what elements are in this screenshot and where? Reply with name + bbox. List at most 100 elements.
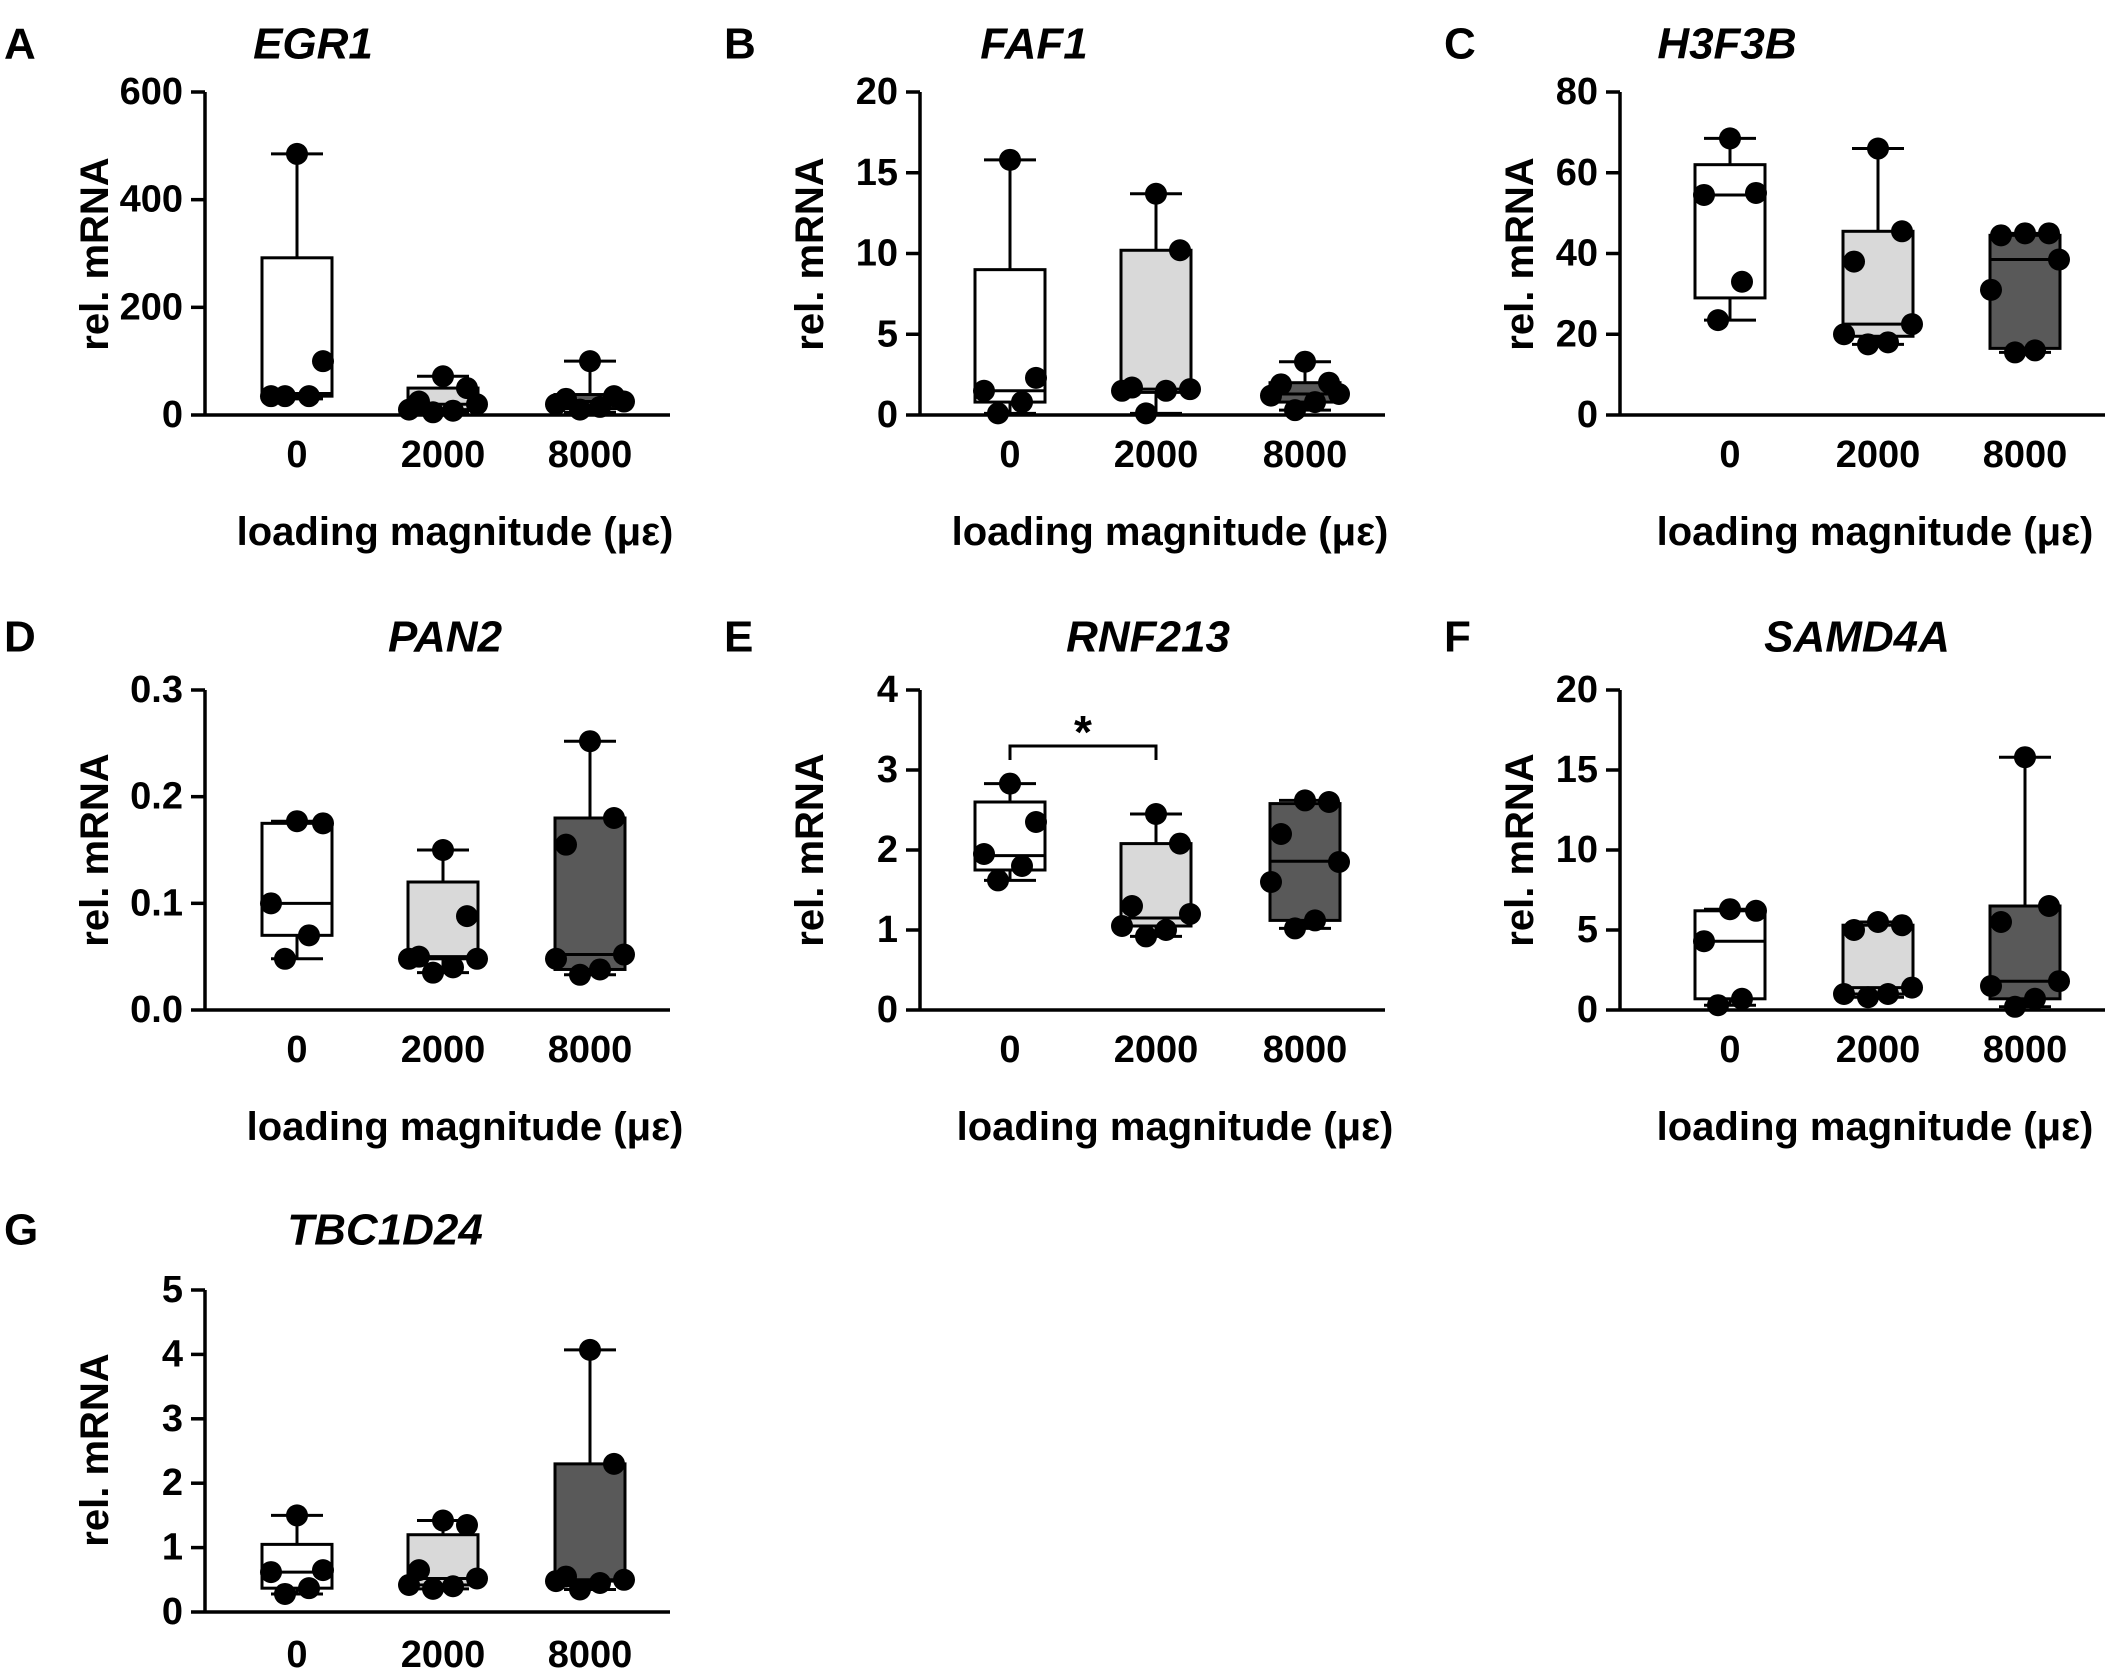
data-point xyxy=(1731,987,1753,1010)
data-point xyxy=(274,947,296,970)
data-point xyxy=(1284,399,1306,422)
box-2000 xyxy=(1111,803,1201,948)
y-tick-label: 20 xyxy=(1556,669,1598,711)
data-point xyxy=(1294,350,1316,373)
data-point xyxy=(1284,917,1306,940)
box-2000 xyxy=(1833,911,1923,1009)
data-point xyxy=(2004,341,2026,364)
y-tick-label: 3 xyxy=(877,749,898,791)
y-tick-label: 0.3 xyxy=(130,669,183,711)
data-point xyxy=(1719,127,1741,150)
data-point xyxy=(613,390,635,413)
data-point xyxy=(442,1575,464,1598)
data-point xyxy=(1121,895,1143,917)
data-point xyxy=(298,1577,320,1600)
x-tick-label: 8000 xyxy=(1983,434,2068,476)
panel-letter: E xyxy=(724,613,753,662)
x-tick-label: 0 xyxy=(286,1634,307,1668)
data-point xyxy=(1145,182,1167,205)
y-tick-label: 0 xyxy=(877,394,898,436)
x-axis-label: loading magnitude (με) xyxy=(1657,1105,2094,1149)
chart-title: PAN2 xyxy=(388,613,503,662)
data-point xyxy=(579,350,601,373)
y-tick-label: 10 xyxy=(1556,829,1598,871)
box-2000 xyxy=(398,839,488,984)
data-point xyxy=(398,398,420,421)
data-point xyxy=(274,385,296,408)
data-point xyxy=(1707,994,1729,1017)
chart-title: EGR1 xyxy=(253,20,373,69)
data-point xyxy=(432,365,454,388)
data-point xyxy=(973,843,995,865)
y-tick-label: 20 xyxy=(856,71,898,113)
box-0 xyxy=(260,142,334,408)
data-point xyxy=(1260,871,1282,893)
chart-title: SAMD4A xyxy=(1764,613,1950,662)
x-tick-label: 0 xyxy=(286,434,307,476)
data-point xyxy=(1294,789,1316,812)
data-point xyxy=(1891,914,1913,937)
y-tick-label: 0 xyxy=(162,1591,183,1633)
data-point xyxy=(466,947,488,970)
box-0 xyxy=(973,148,1047,425)
y-axis-label: rel. mRNA xyxy=(1498,753,1542,946)
chart-title: RNF213 xyxy=(1066,613,1230,662)
significance-bracket xyxy=(1008,744,1158,760)
data-point xyxy=(1867,911,1889,933)
data-point xyxy=(1901,313,1923,336)
box-iqr xyxy=(1119,248,1193,394)
data-point xyxy=(2038,222,2060,245)
data-point xyxy=(579,730,601,753)
data-point xyxy=(456,905,478,928)
y-tick-label: 5 xyxy=(162,1269,183,1311)
x-tick-label: 8000 xyxy=(1263,434,1348,476)
y-tick-label: 4 xyxy=(162,1333,183,1375)
x-tick-label: 0 xyxy=(1719,434,1740,476)
data-point xyxy=(569,1578,591,1601)
data-point xyxy=(298,924,320,947)
data-point xyxy=(1719,898,1741,921)
data-point xyxy=(999,772,1021,795)
data-point xyxy=(545,393,567,416)
data-point xyxy=(569,963,591,986)
data-point xyxy=(613,1568,635,1591)
data-point xyxy=(1155,379,1177,402)
y-tick-label: 0 xyxy=(162,394,183,436)
y-tick-label: 0 xyxy=(1577,989,1598,1031)
y-axis-label: rel. mRNA xyxy=(788,157,832,350)
x-tick-label: 8000 xyxy=(548,1634,633,1668)
y-tick-label: 400 xyxy=(120,179,183,221)
panel-d: D PAN2 0.0 0.1 0.2 0.3 rel. mRNA 0 2000 8000 loadi… xyxy=(4,613,683,1150)
data-point xyxy=(603,807,625,829)
data-point xyxy=(1843,919,1865,941)
box-8000 xyxy=(545,1338,635,1601)
y-tick-label: 0.1 xyxy=(130,882,183,924)
data-point xyxy=(545,947,567,970)
data-point xyxy=(2038,895,2060,917)
data-point xyxy=(1270,823,1292,845)
box-2000 xyxy=(1833,137,1923,356)
data-point xyxy=(442,956,464,979)
y-tick-label: 0 xyxy=(877,989,898,1031)
data-point xyxy=(1693,183,1715,206)
data-point xyxy=(555,833,577,856)
data-point xyxy=(1318,791,1340,813)
data-point xyxy=(613,943,635,966)
data-point xyxy=(398,1573,420,1596)
x-axis-label: loading magnitude (με) xyxy=(247,1105,684,1149)
data-point xyxy=(1877,983,1899,1005)
x-tick-label: 2000 xyxy=(401,1029,486,1071)
chart-title: TBC1D24 xyxy=(287,1206,483,1255)
y-axis-label: rel. mRNA xyxy=(73,157,117,350)
data-point xyxy=(286,142,308,165)
box-iqr xyxy=(1693,909,1767,1001)
data-point xyxy=(1745,181,1767,204)
box-8000 xyxy=(1260,350,1350,422)
data-point xyxy=(1867,137,1889,160)
data-point xyxy=(1135,402,1157,425)
x-axis-label: loading magnitude (με) xyxy=(1657,510,2094,554)
box-2000 xyxy=(398,365,488,424)
data-point xyxy=(1990,224,2012,247)
y-axis-label: rel. mRNA xyxy=(788,753,832,946)
y-tick-label: 40 xyxy=(1556,233,1598,275)
